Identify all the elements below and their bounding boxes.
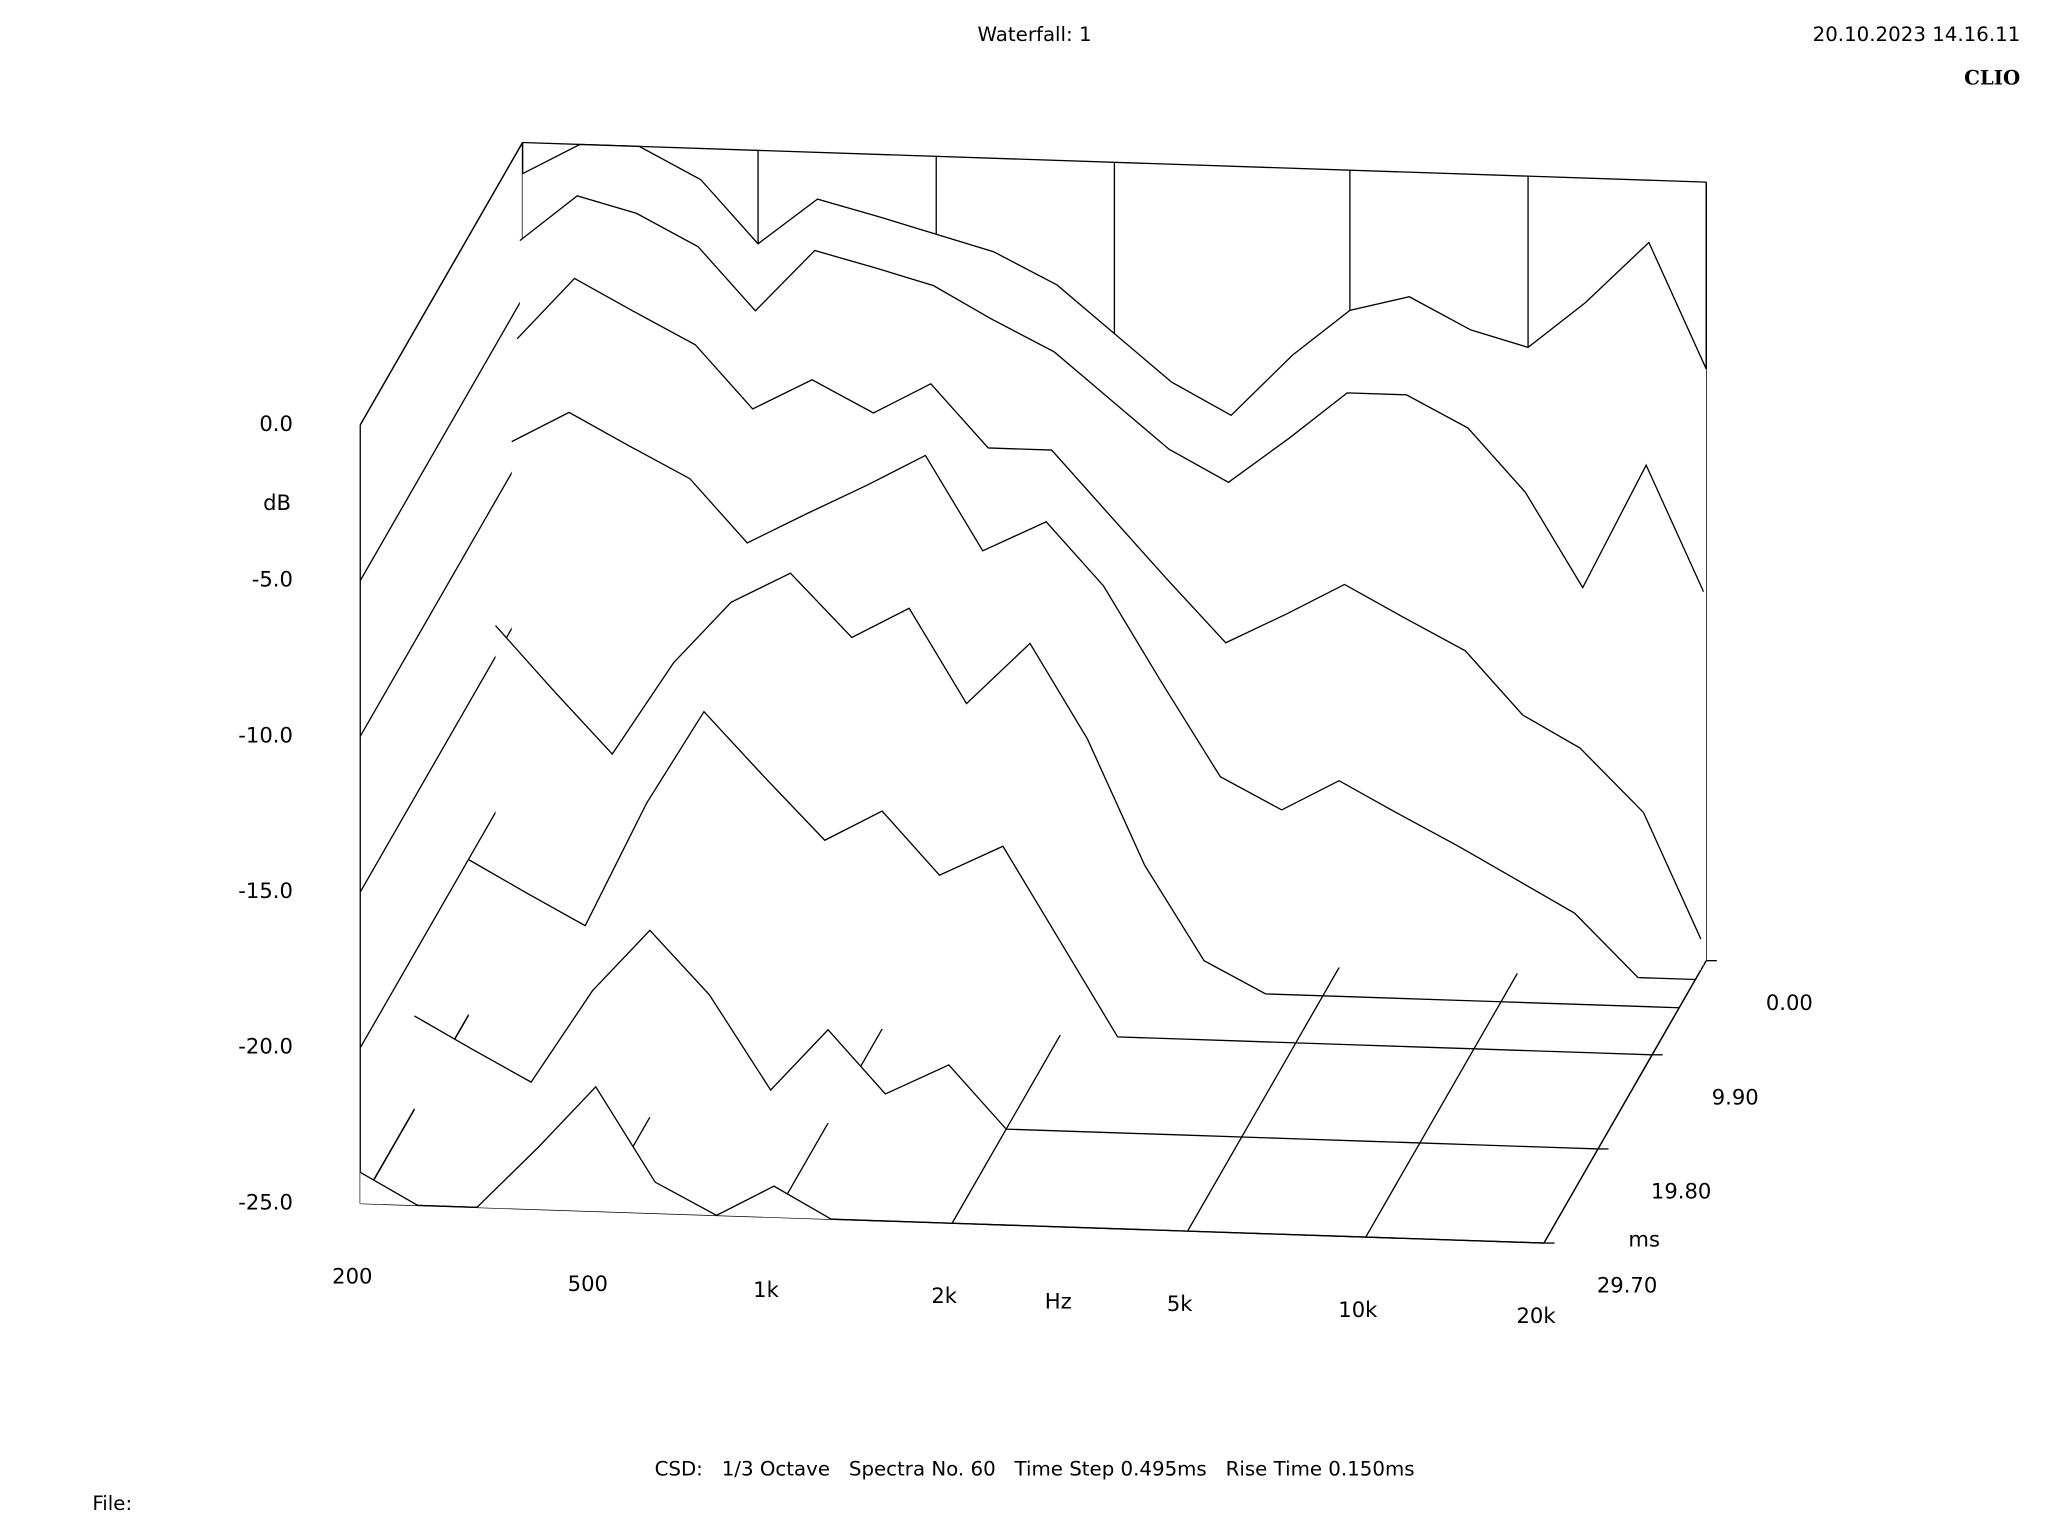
x-tick-label: 2k <box>931 1283 957 1308</box>
y-tick-label: -10.0 <box>238 722 293 747</box>
x-tick-label: 5k <box>1167 1291 1193 1316</box>
spectrum-slice <box>468 710 1653 1056</box>
spectrum-slice <box>522 143 1707 417</box>
x-tick-label: 500 <box>568 1271 608 1296</box>
z-tick-label: 19.80 <box>1651 1178 1711 1203</box>
y-tick-label: -20.0 <box>238 1034 293 1059</box>
timestamp: 20.10.2023 14.16.11 <box>1813 23 2021 46</box>
z-axis-label: ms <box>1628 1226 1660 1251</box>
z-tick-label: 0.00 <box>1766 990 1813 1015</box>
grid-line <box>359 453 524 737</box>
y-tick-label: -15.0 <box>238 878 293 903</box>
y-tick-label: -25.0 <box>238 1189 293 1214</box>
spectrum-slice <box>511 411 1696 981</box>
slice-fill <box>468 711 1653 1055</box>
x-axis-label: Hz <box>1045 1288 1072 1313</box>
grid-line <box>1365 954 1529 1238</box>
z-tick-label: 29.70 <box>1597 1273 1657 1298</box>
grid-line <box>359 297 524 581</box>
x-tick-label: 1k <box>753 1277 779 1302</box>
spectrum-slice <box>519 195 1705 592</box>
z-tick-label: 9.90 <box>1712 1084 1759 1109</box>
x-tick-label: 20k <box>1516 1303 1556 1328</box>
chart-title: Waterfall: 1 <box>978 23 1092 46</box>
grid-line <box>359 142 524 426</box>
footer: CSD: 1/3 Octave Spectra No. 60 Time Step… <box>655 1458 1415 1481</box>
y-tick-label: -5.0 <box>252 567 293 592</box>
spectrum-slice <box>516 277 1702 940</box>
spectrum-slice <box>495 572 1680 1009</box>
y-tick-label: 0.0 <box>259 411 293 436</box>
brand: CLIO <box>1964 66 2020 90</box>
x-tick-label: 200 <box>332 1263 372 1288</box>
file-label: File: <box>92 1492 132 1515</box>
x-tick-label: 10k <box>1338 1297 1378 1322</box>
spectrum-slice <box>414 929 1599 1150</box>
spectrum-slice <box>359 1085 1544 1244</box>
y-axis-label: dB <box>263 490 291 515</box>
slice-fill <box>414 930 1599 1149</box>
slice-fill <box>360 1086 1544 1244</box>
